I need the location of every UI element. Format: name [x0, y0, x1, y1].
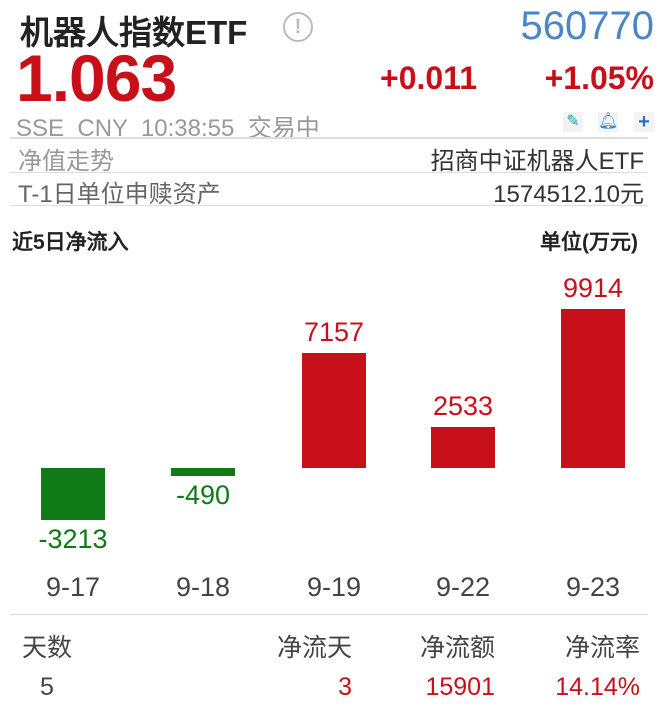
- bar-9-22: [431, 427, 495, 468]
- chart-unit: 单位(万元): [540, 231, 638, 254]
- bar-9-17: [41, 468, 105, 520]
- bar-value-label: 2533: [432, 391, 494, 422]
- x-tick-label: 9-23: [565, 572, 621, 602]
- x-tick-label: 9-22: [435, 572, 491, 602]
- x-tick-label: 9-19: [306, 572, 362, 602]
- row-value: 1574512.10元: [493, 181, 644, 208]
- row-value: 招商中证机器人ETF: [430, 148, 644, 175]
- header-inflow-rate: 净流率: [564, 634, 640, 662]
- header-days: 天数: [22, 634, 73, 662]
- divider: [10, 614, 648, 615]
- bar-value-label: -490: [175, 479, 231, 510]
- x-tick-label: 9-17: [45, 572, 101, 602]
- plus-icon[interactable]: +: [634, 112, 654, 132]
- row-label: T-1日单位申赎资产: [18, 181, 221, 208]
- bar-value-label: -3213: [38, 523, 108, 554]
- price-change-percent: +1.05%: [544, 60, 654, 96]
- info-icon[interactable]: !: [283, 12, 313, 42]
- value-inflow-amount: 15901: [425, 673, 495, 701]
- unit-asset-row: T-1日单位申赎资产 1574512.10元: [10, 172, 648, 208]
- row-label: 净值走势: [18, 148, 114, 175]
- bar-value-label: 9914: [562, 273, 624, 303]
- bar-9-18: [171, 468, 235, 476]
- header-inflow-days: 净流天: [276, 634, 352, 662]
- value-days: 5: [40, 673, 54, 701]
- value-inflow-days: 3: [338, 673, 352, 701]
- bar-9-23: [561, 309, 625, 468]
- fund-code: 560770: [520, 4, 654, 48]
- header-inflow-amount: 净流额: [419, 634, 495, 662]
- nav-trend-row[interactable]: 净值走势 招商中证机器人ETF: [10, 137, 648, 175]
- bell-icon[interactable]: 🔔︎: [598, 112, 619, 132]
- chart-title: 近5日净流入: [12, 231, 129, 254]
- x-tick-label: 9-18: [175, 572, 231, 602]
- fund-title: 机器人指数ETF: [20, 14, 248, 51]
- price-change: +0.011: [380, 60, 477, 96]
- value-inflow-rate: 14.14%: [555, 673, 640, 701]
- bar-value-label: 7157: [303, 317, 365, 348]
- bar-9-19: [302, 353, 366, 468]
- current-price: 1.063: [16, 41, 177, 115]
- pencil-icon[interactable]: ✎: [563, 112, 583, 132]
